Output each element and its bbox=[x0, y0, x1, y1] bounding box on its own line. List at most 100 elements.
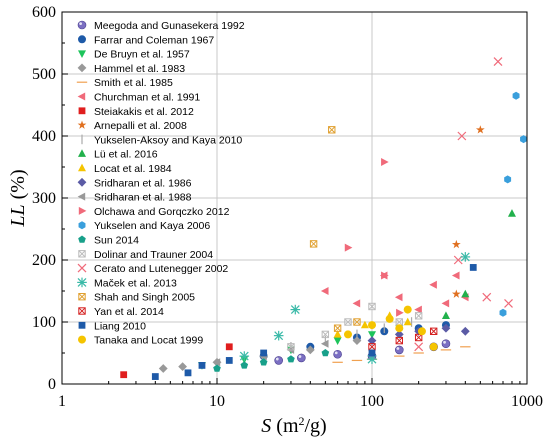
data-point bbox=[287, 343, 295, 351]
data-point bbox=[259, 358, 268, 366]
data-point bbox=[328, 126, 336, 134]
data-point bbox=[460, 326, 470, 336]
y-tick-label: 400 bbox=[32, 128, 56, 145]
data-point bbox=[368, 302, 376, 311]
legend-label: Shah and Singh 2005 bbox=[94, 292, 195, 304]
data-point bbox=[414, 333, 423, 342]
data-point bbox=[504, 175, 512, 184]
data-point bbox=[239, 351, 250, 361]
legend-label: Hammel et al. 1983 bbox=[94, 63, 185, 75]
legend-item: Olchawa and Gorqczko 2012 bbox=[78, 206, 230, 218]
legend-marker bbox=[78, 206, 87, 215]
data-point bbox=[482, 292, 492, 302]
x-tick-label: 100 bbox=[360, 393, 384, 410]
legend-label: Arnepalli et al. 2008 bbox=[94, 120, 187, 132]
data-point bbox=[352, 299, 361, 308]
legend-label: Smith et al. 1985 bbox=[94, 77, 173, 89]
legend-marker bbox=[78, 107, 86, 115]
legend-marker bbox=[77, 92, 86, 101]
data-point bbox=[520, 135, 528, 144]
legend-item: Yukselen-Aksoy and Kaya 2010 bbox=[81, 134, 242, 146]
data-point bbox=[457, 131, 467, 141]
data-point bbox=[414, 305, 422, 314]
data-point bbox=[403, 317, 412, 326]
legend-item: Locat et al. 1984 bbox=[78, 163, 172, 175]
legend-marker bbox=[78, 321, 86, 329]
legend-item: Smith et al. 1985 bbox=[76, 77, 173, 89]
y-tick-label: 200 bbox=[32, 252, 56, 269]
legend-item: Maček et al. 2013 bbox=[77, 277, 177, 289]
data-point bbox=[441, 339, 451, 349]
data-point bbox=[151, 373, 159, 380]
data-point bbox=[333, 330, 342, 338]
legend-item: Hammel et al. 1983 bbox=[77, 63, 185, 75]
legend-marker bbox=[78, 50, 86, 58]
legend-marker bbox=[78, 235, 86, 243]
data-point bbox=[333, 349, 342, 359]
data-point bbox=[475, 125, 485, 134]
data-point bbox=[417, 327, 426, 336]
y-tick-label: 500 bbox=[32, 66, 56, 83]
data-point bbox=[198, 362, 206, 369]
data-point bbox=[240, 361, 249, 369]
data-point bbox=[394, 345, 404, 355]
data-point bbox=[367, 336, 377, 345]
legend-marker bbox=[77, 177, 87, 187]
data-point bbox=[260, 349, 268, 357]
legend-item: Tanaka and Locat 1999 bbox=[78, 335, 203, 347]
plot-area bbox=[120, 57, 528, 380]
data-point bbox=[429, 327, 438, 336]
data-point bbox=[274, 356, 283, 365]
x-tick-label: 1 bbox=[58, 393, 66, 410]
y-tick-label: 600 bbox=[32, 4, 56, 21]
data-point bbox=[429, 342, 438, 351]
legend-item: Yan et al. 2014 bbox=[78, 306, 164, 318]
legend-item: Shah and Singh 2005 bbox=[78, 292, 195, 304]
x-axis-title: S (m2/g) bbox=[261, 414, 326, 437]
y-axis-title: LL (%) bbox=[7, 169, 29, 227]
legend-label: Yan et al. 2014 bbox=[94, 306, 164, 318]
data-point bbox=[273, 330, 284, 341]
legend-label: De Bruyn et al. 1957 bbox=[94, 49, 190, 61]
data-point bbox=[309, 240, 318, 248]
legend-marker bbox=[78, 307, 86, 315]
data-point bbox=[499, 308, 507, 317]
data-point bbox=[461, 289, 470, 298]
data-point bbox=[493, 57, 503, 67]
data-point bbox=[120, 371, 128, 379]
legend-label: Cerato and Lutenegger 2002 bbox=[94, 263, 228, 275]
legend-item: Dolinar and Trauner 2004 bbox=[78, 249, 213, 261]
data-point bbox=[429, 280, 437, 289]
data-point bbox=[395, 318, 403, 326]
legend-label: Yukselen-Aksoy and Kaya 2010 bbox=[94, 134, 242, 146]
data-point bbox=[507, 209, 516, 217]
legend-marker bbox=[78, 250, 86, 258]
legend-item: Sridharan et al. 1988 bbox=[77, 192, 192, 204]
data-point bbox=[368, 321, 376, 330]
legend-item: Arnepalli et al. 2008 bbox=[77, 120, 187, 132]
legend-marker bbox=[78, 221, 86, 230]
data-point bbox=[394, 330, 404, 339]
data-point bbox=[178, 362, 188, 372]
data-point bbox=[395, 336, 403, 345]
data-point bbox=[344, 318, 352, 326]
data-point bbox=[290, 304, 301, 315]
legend-label: Liang 2010 bbox=[94, 320, 146, 332]
legend-item: Lü et al. 2016 bbox=[78, 149, 158, 161]
data-point bbox=[451, 239, 461, 249]
data-point bbox=[368, 349, 376, 357]
data-point bbox=[333, 324, 342, 332]
data-point bbox=[396, 308, 404, 317]
data-point bbox=[451, 271, 460, 280]
data-point bbox=[297, 353, 306, 363]
legend-marker bbox=[78, 293, 86, 301]
legend-item: Steiakakis et al. 2012 bbox=[78, 106, 194, 118]
legend-item: Sridharan et al. 1986 bbox=[77, 177, 192, 189]
data-point bbox=[343, 330, 352, 339]
data-point bbox=[360, 320, 369, 329]
data-point bbox=[333, 337, 342, 345]
data-point bbox=[353, 318, 361, 326]
legend-item: Yukselen and Kaya 2006 bbox=[78, 220, 210, 232]
legend-marker bbox=[78, 163, 86, 172]
legend-label: Sridharan et al. 1988 bbox=[94, 192, 192, 204]
